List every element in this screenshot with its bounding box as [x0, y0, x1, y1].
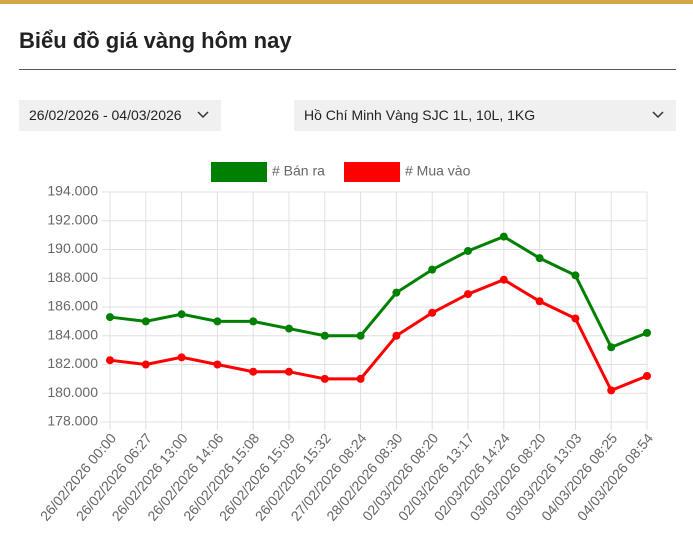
point: [464, 246, 472, 255]
y-tick-label: 178.000: [47, 413, 98, 429]
point: [320, 331, 329, 340]
page-title: Biểu đồ giá vàng hôm nay: [19, 28, 292, 53]
date-range-select[interactable]: 26/02/2026 - 04/03/2026: [19, 100, 221, 131]
y-tick-label: 180.000: [47, 384, 98, 400]
point: [607, 386, 616, 395]
top-bar: [0, 0, 693, 4]
point: [464, 290, 472, 299]
point: [106, 313, 114, 322]
legend-label: # Mua vào: [405, 163, 471, 179]
series-line: [109, 278, 648, 393]
chevron: [652, 111, 664, 119]
point: [643, 372, 651, 380]
point: [392, 288, 401, 297]
point: [571, 314, 580, 323]
point: [356, 374, 365, 383]
point: [285, 367, 293, 376]
y-tick-label: 182.000: [47, 355, 98, 371]
point: [643, 328, 651, 337]
series-line: [109, 234, 648, 350]
point: [356, 331, 365, 340]
point: [285, 324, 293, 333]
y-tick-label: 192.000: [47, 211, 98, 227]
point: [213, 317, 222, 326]
point: [535, 254, 544, 263]
date-range: 26/02/2026 - 04/03/2026: [29, 107, 182, 123]
chart-bg: [19, 142, 676, 557]
point: [141, 360, 150, 369]
point: [499, 232, 508, 241]
point: [249, 317, 258, 326]
point: [428, 308, 437, 317]
chevron: [197, 111, 209, 119]
point: [177, 353, 186, 362]
point: [320, 374, 329, 383]
point: [141, 317, 150, 326]
point: [392, 331, 401, 340]
product: Hồ Chí Minh Vàng SJC 1L, 10L, 1KG: [304, 107, 536, 123]
divider: [19, 69, 676, 70]
point: [106, 356, 114, 365]
legend-swatch: [211, 162, 267, 182]
y-tick-label: 188.000: [47, 269, 98, 285]
point: [177, 310, 186, 319]
point: [535, 297, 544, 306]
y-tick-label: 184.000: [47, 326, 98, 342]
point: [213, 360, 222, 369]
y-tick-label: 186.000: [47, 298, 98, 314]
point: [571, 271, 580, 280]
point: [607, 343, 616, 352]
point: [428, 265, 437, 274]
point: [249, 367, 258, 376]
y-tick-label: 190.000: [47, 240, 98, 256]
y-tick-label: 194.000: [47, 183, 98, 199]
legend-swatch: [344, 162, 400, 182]
product-select[interactable]: Hồ Chí Minh Vàng SJC 1L, 10L, 1KG: [294, 100, 676, 131]
point: [499, 275, 508, 284]
legend-label: # Bán ra: [272, 163, 325, 179]
